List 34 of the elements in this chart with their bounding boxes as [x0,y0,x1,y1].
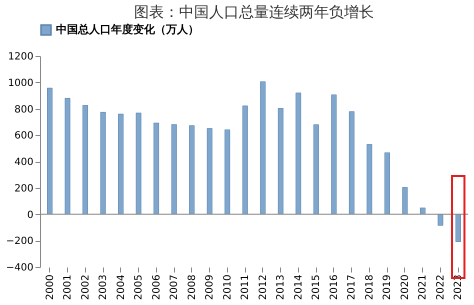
y-tick-label: 1000 [8,78,34,89]
y-tick-label: 0 [27,210,34,221]
x-tick-label: 2003 [98,274,110,300]
y-tick-label: 400 [14,157,34,168]
chart-title: 图表：中国人口总量连续两年负增长 [134,3,374,21]
x-tick-label: 2005 [134,274,145,300]
x-tick-label: 2021 [418,274,429,300]
x-tick-label: 2002 [80,274,92,300]
x-tick-label: 2009 [204,274,216,300]
x-tick-label: 2011 [240,274,252,300]
y-tick-label: 200 [14,183,34,194]
x-tick-label: 2013 [276,274,287,300]
legend-label: 中国总人口年度变化（万人） [56,23,199,36]
x-tick-label: 2000 [44,274,56,300]
x-tick-label: 2008 [186,274,198,300]
x-tick-label: 2001 [62,274,74,300]
y-tick-label: −400 [6,262,34,274]
x-tick-label: 2015 [311,274,322,300]
x-tick-label: 2018 [364,274,376,300]
x-tick-label: 2010 [222,274,234,300]
x-tick-label: 2016 [328,274,340,300]
x-tick-label: 2020 [400,274,411,300]
y-tick-label: 600 [14,130,34,142]
x-tick-label: 2012 [258,274,269,300]
y-tick-label: 1200 [8,52,34,62]
x-tick-label: 2006 [151,274,162,300]
x-tick-label: 2014 [293,274,304,300]
x-tick-label: 2004 [116,274,127,300]
y-tick-label: 800 [14,104,34,116]
x-tick-label: 2007 [169,274,180,300]
x-tick-label: 2017 [346,274,358,300]
y-tick-label: −200 [6,236,34,248]
x-tick-label: 2019 [382,274,394,300]
x-tick-label: 2022 [435,274,446,300]
